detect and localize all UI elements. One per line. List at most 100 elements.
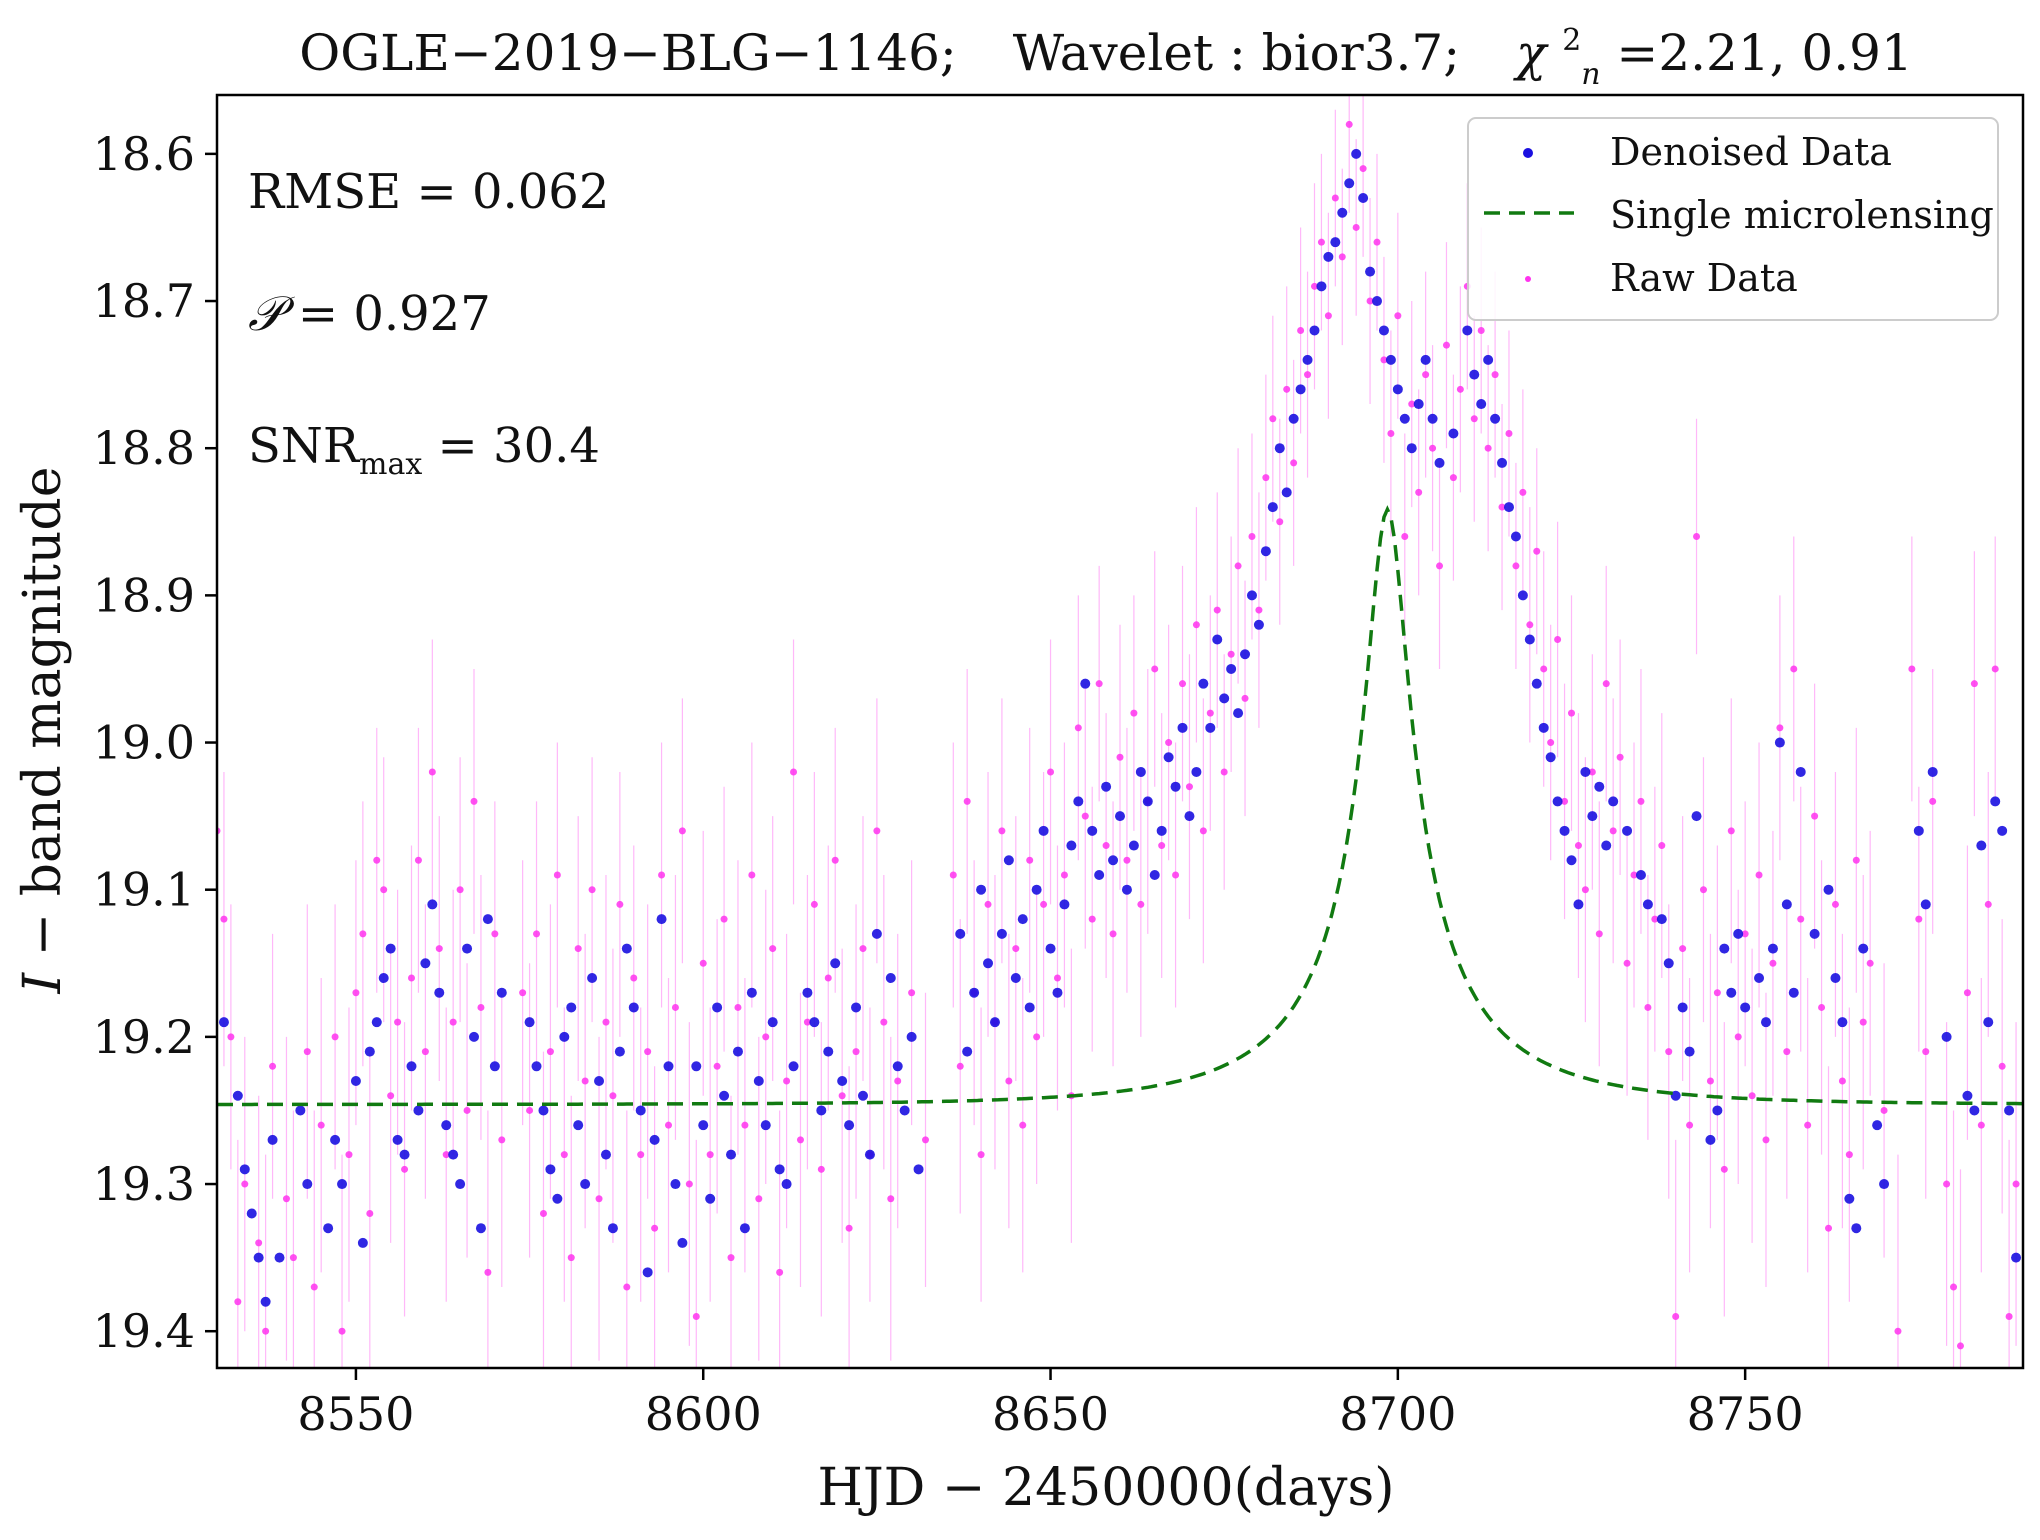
raw-data-point bbox=[317, 1121, 325, 1129]
raw-data-point bbox=[220, 915, 228, 923]
raw-data-point bbox=[1123, 856, 1131, 864]
raw-data-point bbox=[665, 1121, 672, 1129]
raw-data-point bbox=[790, 768, 798, 776]
y-axis: 18.6 18.7 18.8 18.9 19.0 19.1 19.2 19.3 19.4 bbox=[93, 127, 217, 1358]
raw-data-point bbox=[567, 1254, 575, 1262]
raw-data-point bbox=[1477, 326, 1485, 334]
raw-data-point bbox=[470, 797, 478, 805]
denoised-data-point bbox=[1392, 384, 1403, 395]
raw-data-point bbox=[630, 974, 638, 982]
raw-data-point bbox=[345, 1151, 353, 1159]
denoised-data-point bbox=[1538, 722, 1549, 733]
denoised-data-point bbox=[323, 1223, 334, 1234]
raw-data-point bbox=[1852, 856, 1860, 864]
raw-data-point bbox=[1991, 665, 1999, 673]
denoised-data-point bbox=[1635, 869, 1646, 880]
denoised-data-point bbox=[462, 943, 473, 954]
raw-data-point bbox=[1047, 768, 1055, 776]
raw-data-point bbox=[484, 1268, 492, 1276]
raw-data-point bbox=[1304, 371, 1312, 379]
raw-data-point bbox=[1512, 562, 1520, 570]
raw-data-point bbox=[894, 1077, 902, 1085]
raw-data-point bbox=[241, 1180, 249, 1188]
denoised-data-point bbox=[413, 1105, 424, 1116]
denoised-data-point bbox=[837, 1076, 848, 1087]
raw-data-point bbox=[1040, 900, 1048, 908]
denoised-data-point bbox=[350, 1076, 361, 1087]
denoised-data-point bbox=[1517, 590, 1528, 601]
denoised-data-point bbox=[1170, 781, 1181, 792]
raw-data-point bbox=[539, 1209, 547, 1217]
raw-data-point bbox=[1943, 1180, 1951, 1188]
denoised-data-point bbox=[1858, 943, 1869, 954]
denoised-data-point bbox=[1052, 987, 1063, 998]
raw-data-point bbox=[887, 1195, 895, 1203]
denoised-data-point bbox=[253, 1252, 264, 1263]
raw-data-point bbox=[678, 827, 686, 835]
denoised-data-point bbox=[1670, 1090, 1681, 1101]
raw-data-point bbox=[1790, 665, 1798, 673]
denoised-data-point bbox=[753, 1076, 764, 1087]
raw-data-point bbox=[1165, 739, 1173, 747]
denoised-data-point bbox=[1344, 178, 1355, 189]
denoised-data-point bbox=[1524, 634, 1535, 645]
raw-data-point bbox=[1060, 871, 1068, 879]
x-axis: 8550 8600 8650 8700 8750 bbox=[297, 1368, 1804, 1441]
denoised-data-point bbox=[475, 1223, 486, 1234]
raw-data-point bbox=[498, 1136, 506, 1144]
plot-area bbox=[217, 95, 2023, 1368]
raw-data-point bbox=[1338, 253, 1346, 261]
denoised-data-point bbox=[1406, 443, 1417, 454]
y-tick-label: 18.7 bbox=[93, 274, 195, 328]
raw-data-point bbox=[1679, 945, 1687, 953]
denoised-data-point bbox=[962, 1046, 973, 1057]
raw-data-point bbox=[1748, 1092, 1756, 1100]
denoised-data-point bbox=[1719, 943, 1730, 954]
denoised-data-point bbox=[642, 1267, 653, 1278]
denoised-data-point bbox=[906, 1031, 917, 1042]
raw-data-point bbox=[1734, 1033, 1742, 1041]
denoised-data-point bbox=[1497, 457, 1508, 468]
x-tick-label: 8700 bbox=[1339, 1387, 1456, 1441]
denoised-data-point bbox=[996, 928, 1007, 939]
raw-data-point bbox=[289, 1254, 297, 1262]
raw-data-point bbox=[581, 1077, 589, 1085]
denoised-data-point bbox=[1142, 796, 1153, 807]
raw-data-point bbox=[949, 871, 957, 879]
raw-data-point bbox=[1922, 1048, 1930, 1056]
raw-data-point bbox=[1804, 1121, 1812, 1129]
denoised-data-point bbox=[1705, 1134, 1716, 1145]
denoised-data-point bbox=[1274, 443, 1285, 454]
denoised-data-point bbox=[1031, 884, 1042, 895]
raw-data-point bbox=[359, 930, 367, 938]
denoised-data-point bbox=[1469, 369, 1480, 380]
raw-data-point bbox=[1241, 694, 1249, 702]
denoised-data-point bbox=[1830, 973, 1841, 984]
denoised-data-point bbox=[1094, 869, 1105, 880]
raw-data-point bbox=[1776, 724, 1784, 732]
raw-data-point bbox=[1998, 1062, 2006, 1070]
raw-data-point bbox=[1484, 444, 1492, 452]
denoised-data-point bbox=[524, 1017, 535, 1028]
denoised-data-point bbox=[1316, 281, 1327, 292]
raw-data-point bbox=[1026, 856, 1034, 864]
snr-annotation: SNRmax = 30.4 bbox=[248, 418, 600, 482]
denoised-data-point bbox=[1212, 634, 1223, 645]
raw-data-point bbox=[658, 871, 666, 879]
denoised-data-point bbox=[441, 1120, 452, 1131]
raw-data-point bbox=[387, 1092, 395, 1100]
raw-data-point bbox=[1651, 915, 1659, 923]
raw-data-point bbox=[1366, 297, 1374, 305]
title-wavelet: Wavelet : bior3.7; bbox=[1013, 24, 1460, 82]
denoised-data-point bbox=[1691, 811, 1702, 822]
denoised-data-point bbox=[1677, 1002, 1688, 1013]
raw-data-point bbox=[1116, 753, 1124, 761]
denoised-data-point bbox=[337, 1179, 348, 1190]
denoised-data-point bbox=[455, 1179, 466, 1190]
raw-data-point bbox=[1213, 606, 1221, 614]
raw-data-point bbox=[1456, 385, 1464, 393]
denoised-data-point bbox=[489, 1061, 500, 1072]
denoised-data-point bbox=[864, 1149, 875, 1160]
raw-data-point bbox=[234, 1298, 242, 1306]
y-tick-label: 18.6 bbox=[93, 127, 195, 181]
